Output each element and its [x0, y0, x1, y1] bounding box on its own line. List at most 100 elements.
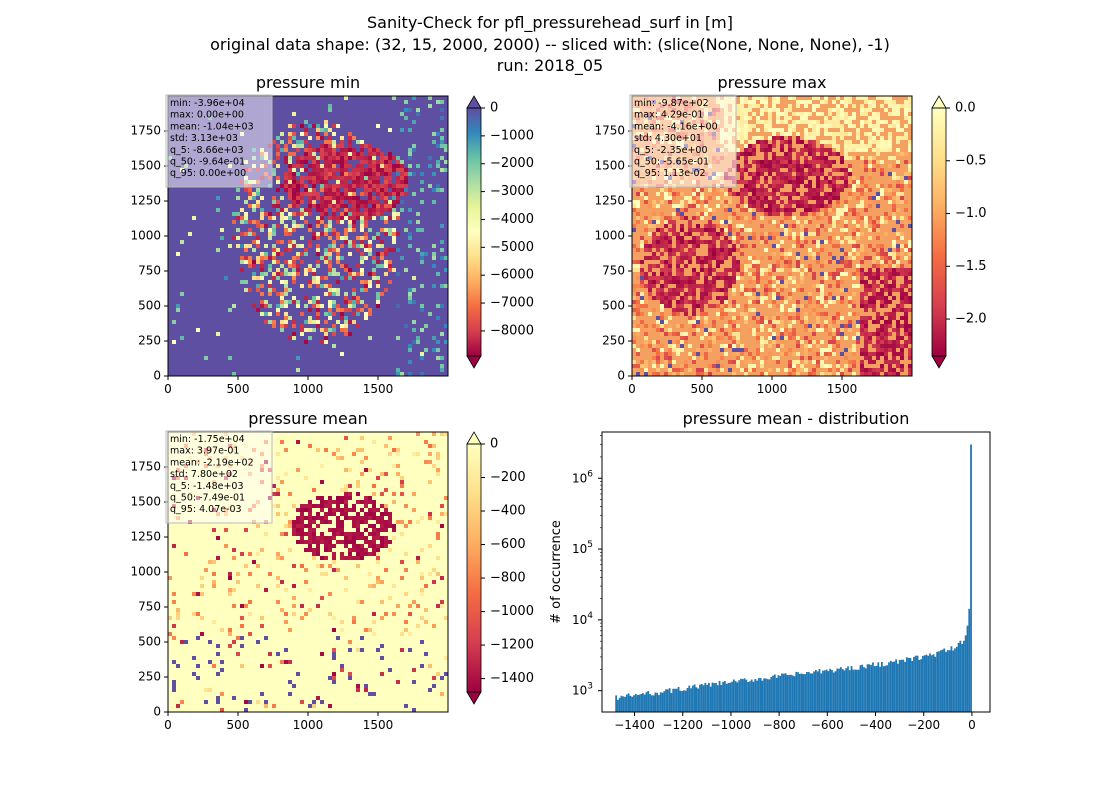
colorbar-tick-label: −1.5 — [955, 259, 987, 274]
histogram-bar — [918, 659, 921, 712]
histogram-bar — [747, 682, 750, 712]
histogram-bar — [707, 682, 710, 712]
histogram-bar — [927, 655, 930, 712]
histogram-bar — [943, 648, 946, 712]
y-tick-label: 750 — [138, 600, 161, 614]
subplot-title-pressure-max: pressure max — [717, 73, 826, 92]
histogram-bar — [642, 693, 644, 712]
histogram-bar — [904, 661, 906, 712]
histogram-bar — [889, 660, 892, 712]
x-tick-label: 500 — [691, 382, 714, 396]
histogram-bar — [697, 688, 700, 712]
colorbar-tick-label: −6000 — [490, 268, 534, 283]
y-axis-label: # of occurrence — [549, 520, 564, 624]
stats-line: min: -9.87e+02 — [634, 98, 709, 109]
y-tick-label: 750 — [138, 264, 161, 278]
histogram-bar — [695, 687, 698, 712]
colorbar-extend-top — [466, 431, 482, 445]
x-tick-label: 0 — [628, 382, 636, 396]
y-tick-label: 500 — [602, 299, 625, 313]
histogram-bar — [668, 688, 671, 712]
histogram-bar — [732, 679, 735, 712]
histogram-bar — [624, 696, 626, 712]
y-tick-label: 750 — [602, 264, 625, 278]
y-tick-label: 250 — [138, 670, 161, 684]
figure-title-line-1: Sanity-Check for pfl_pressurehead_surf i… — [367, 13, 733, 32]
colorbar-tick-label: −600 — [490, 537, 526, 552]
y-tick-label: 0 — [153, 705, 161, 719]
y-tick-label: 1000 — [130, 229, 161, 243]
x-tick-label: 0 — [164, 718, 172, 732]
histogram-bar — [948, 650, 951, 712]
y-tick-label: 1250 — [130, 530, 161, 544]
histogram-bar — [934, 656, 937, 712]
histogram-bar — [946, 650, 949, 712]
histogram-bar — [941, 649, 944, 712]
histogram-bar — [914, 655, 917, 712]
x-tick-label: 1000 — [757, 382, 788, 396]
stats-line: q_50: -9.64e-01 — [170, 157, 245, 168]
histogram-bar — [932, 654, 935, 712]
histogram-bar — [790, 674, 792, 712]
histogram-bar — [827, 671, 830, 712]
histogram-bar — [736, 682, 739, 712]
colorbar-extend-bottom — [466, 355, 482, 369]
histogram-bar — [724, 681, 726, 712]
histogram-bar — [740, 678, 742, 712]
histogram-bar — [866, 664, 869, 712]
histogram-bar — [829, 668, 832, 712]
stats-line: q_50: -7.49e-01 — [170, 493, 245, 504]
histogram-bar — [905, 657, 908, 712]
subplot-pressure-mean: pressure mean 0 500 1000 1500 0 250 500 750 1000 1… — [130, 409, 534, 732]
x-tick-label: 1500 — [827, 382, 858, 396]
histogram-bar — [930, 655, 933, 712]
colorbar-tick-label: 0 — [490, 101, 498, 116]
colorbar: 0 −200 −400 −600 −800 −1000 −1200 −1400 — [466, 431, 534, 705]
histogram-bar — [825, 669, 828, 712]
y-tick-label: 1750 — [130, 460, 161, 474]
histogram-bar — [909, 658, 912, 712]
colorbar-fill — [467, 444, 481, 692]
histogram-bar — [939, 650, 942, 712]
x-tick-label: 1500 — [363, 718, 394, 732]
histogram-bar — [761, 680, 764, 712]
colorbar-tick-label: −1400 — [490, 671, 534, 686]
histogram-bars — [615, 444, 972, 712]
stats-line: std: 7.80e+02 — [170, 469, 238, 480]
histogram-bar — [779, 675, 782, 712]
histogram-bar — [875, 665, 878, 712]
histogram-bar — [652, 695, 655, 712]
histogram-bar — [670, 692, 673, 712]
histogram-bar — [620, 695, 623, 712]
histogram-bar — [757, 678, 760, 712]
y-tick-label: 1250 — [130, 194, 161, 208]
histogram-bar — [822, 670, 824, 712]
histogram-bar — [954, 648, 956, 712]
subplot-title-pressure-min: pressure min — [256, 73, 360, 92]
y-tick-label: 104 — [572, 611, 593, 627]
histogram-bar — [700, 683, 703, 712]
x-tick-label: 0 — [968, 718, 976, 732]
histogram-bar — [782, 673, 785, 712]
histogram-bar — [690, 688, 692, 712]
histogram-bar — [920, 659, 922, 712]
histogram-bar — [706, 684, 708, 712]
y-tick-label: 500 — [138, 299, 161, 313]
x-tick-label: −600 — [811, 718, 844, 732]
colorbar-tick-label: −1000 — [490, 128, 534, 143]
histogram-bar — [950, 646, 953, 712]
histogram-bar — [891, 661, 894, 712]
histogram-bar — [925, 654, 928, 712]
y-tick-label: 1000 — [594, 229, 625, 243]
histogram-bar — [677, 687, 680, 712]
histogram-bar — [964, 635, 967, 712]
histogram-bar — [663, 691, 666, 712]
heatmap-field-pressure-max — [632, 96, 912, 376]
colorbar-frame — [466, 443, 482, 693]
y-tick-label: 0 — [153, 369, 161, 383]
histogram-bar — [765, 678, 767, 712]
histogram-bar — [615, 695, 618, 712]
histogram-bar — [743, 678, 746, 712]
